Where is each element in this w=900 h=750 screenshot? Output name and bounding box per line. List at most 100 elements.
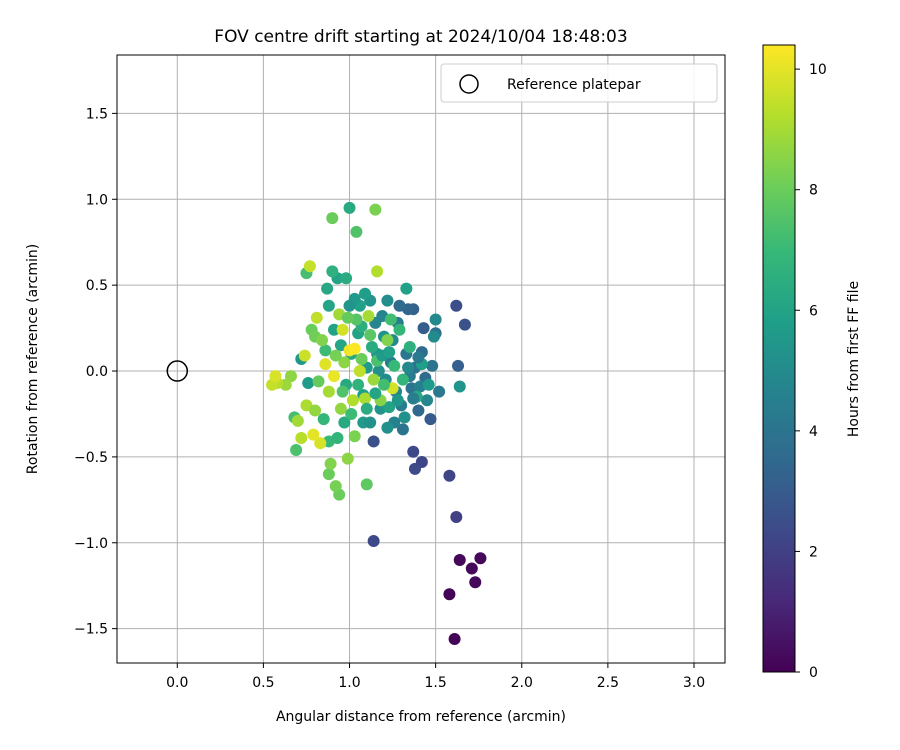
colorbar-gradient [762, 44, 796, 673]
data-point [359, 287, 372, 300]
data-point [407, 392, 420, 405]
data-point [341, 311, 354, 324]
data-point [453, 553, 466, 566]
data-point [319, 344, 332, 357]
data-point [336, 323, 349, 336]
data-point [367, 373, 380, 386]
legend-box [440, 63, 718, 103]
data-point [317, 413, 330, 426]
data-point [291, 414, 304, 427]
data-point [309, 404, 322, 417]
data-point [324, 457, 337, 470]
x-tick-label: 2.5 [597, 675, 619, 691]
y-axis-label: Rotation from reference (arcmin) [25, 244, 41, 474]
data-point [383, 401, 396, 414]
data-point [353, 365, 366, 378]
data-point [403, 340, 416, 353]
data-point [381, 421, 394, 434]
colorbar-label: Hours from first FF file [846, 281, 862, 437]
data-point [369, 203, 382, 216]
y-tick-label: 1.0 [86, 192, 108, 208]
data-point [360, 402, 373, 415]
data-point [343, 201, 356, 214]
data-point [341, 452, 354, 465]
y-tick-label: 0.5 [86, 278, 108, 294]
data-point [312, 375, 325, 388]
data-point [391, 394, 404, 407]
data-point [360, 478, 373, 491]
data-point [433, 385, 446, 398]
data-point [336, 385, 349, 398]
data-point [345, 407, 358, 420]
data-point [300, 399, 313, 412]
data-point [421, 394, 434, 407]
data-point [364, 416, 377, 429]
colorbar-tick-label: 0 [809, 665, 818, 681]
x-tick-label: 3.0 [683, 675, 705, 691]
data-point [443, 469, 456, 482]
data-point [302, 377, 315, 390]
data-point [295, 432, 308, 445]
y-tick-label: −0.5 [74, 450, 108, 466]
plot-frame [116, 54, 726, 664]
data-point [465, 562, 478, 575]
y-axis-ticks: −1.5 −1.0 −0.5 0.0 0.5 1.0 1.5 [74, 106, 117, 638]
y-tick-label: 0.0 [86, 364, 108, 380]
colorbar-tick-label: 4 [809, 424, 818, 440]
data-point [469, 576, 482, 589]
data-point [348, 430, 361, 443]
data-point [381, 334, 394, 347]
data-point [424, 413, 437, 426]
data-point [474, 552, 487, 565]
x-axis-ticks: 0.0 0.5 1.0 1.5 2.0 2.5 3.0 [166, 663, 705, 691]
data-point [458, 318, 471, 331]
x-tick-label: 2.0 [511, 675, 533, 691]
data-point [350, 225, 363, 238]
data-point [352, 378, 365, 391]
x-tick-label: 1.0 [338, 675, 360, 691]
x-tick-label: 0.5 [252, 675, 274, 691]
data-point [426, 359, 439, 372]
colorbar: 0 2 4 6 8 10 Hours from first FF file [762, 44, 862, 681]
data-point [338, 416, 351, 429]
data-point [362, 310, 375, 323]
data-point [396, 423, 409, 436]
data-point [340, 272, 353, 285]
chart-title: FOV centre drift starting at 2024/10/04 … [214, 27, 627, 47]
data-point [328, 370, 341, 383]
data-point [407, 445, 420, 458]
data-point [450, 299, 463, 312]
data-point [429, 313, 442, 326]
data-point [334, 402, 347, 415]
data-point [393, 323, 406, 336]
data-point [338, 356, 351, 369]
y-tick-label: −1.5 [74, 622, 108, 638]
data-points [266, 201, 487, 645]
data-point [453, 380, 466, 393]
data-point [310, 311, 323, 324]
legend-marker-icon [459, 74, 479, 94]
data-point [269, 370, 282, 383]
x-tick-label: 1.5 [425, 675, 447, 691]
data-point [369, 387, 382, 400]
data-point [355, 353, 368, 365]
colorbar-ticks: 0 2 4 6 8 10 [795, 62, 827, 681]
data-point [307, 428, 320, 441]
data-point [365, 340, 378, 353]
data-point [412, 351, 425, 364]
data-point [448, 632, 461, 645]
data-point [367, 535, 380, 548]
legend: Reference platepar [440, 63, 718, 103]
colorbar-tick-label: 6 [809, 303, 818, 319]
data-point [422, 378, 435, 391]
data-point [381, 294, 394, 307]
data-point [322, 385, 335, 398]
colorbar-tick-label: 10 [809, 62, 827, 78]
data-point [290, 444, 303, 457]
data-point [427, 330, 440, 343]
colorbar-tick-label: 8 [809, 183, 818, 199]
data-point [417, 322, 430, 335]
data-point [452, 359, 465, 372]
data-point [388, 359, 401, 372]
